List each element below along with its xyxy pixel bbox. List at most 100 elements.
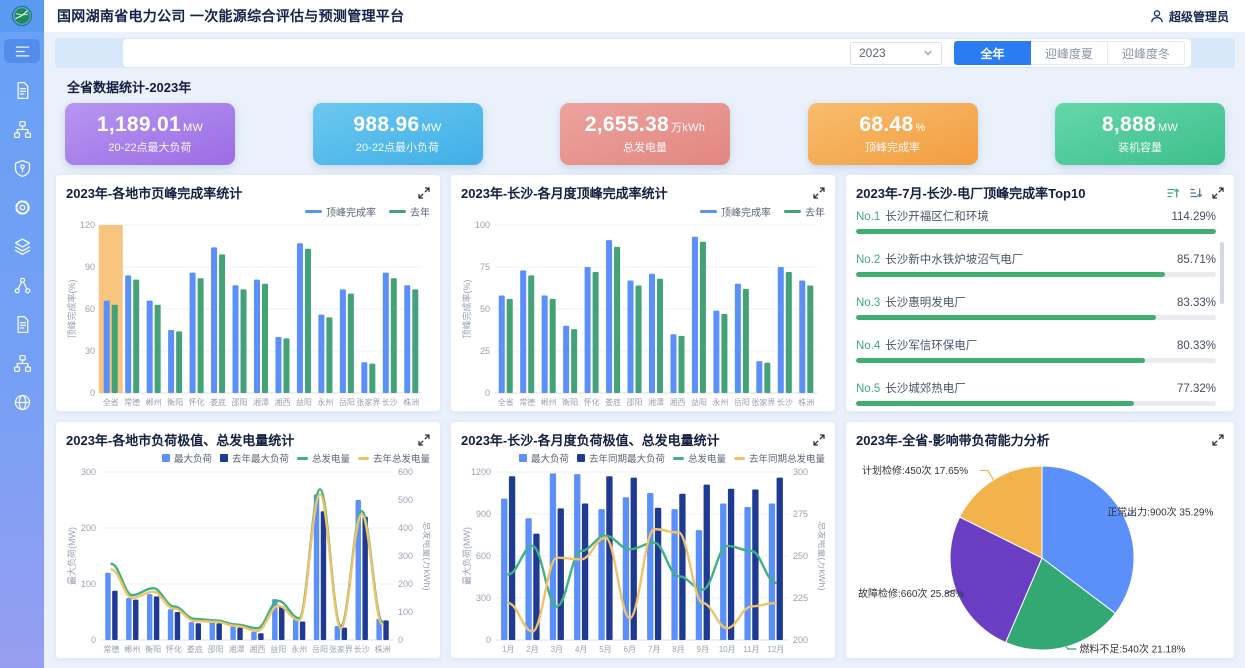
legend-item[interactable]: 去年同期总发电量 [733,451,825,465]
plant-name: 长沙军信环保电厂 [885,340,978,352]
legend-label: 最大负荷 [530,454,569,465]
panel-title: 2023年-全省-影响带负荷能力分析 [856,433,1050,448]
svg-text:50: 50 [480,304,490,314]
charts-row-top: 2023年-各地市页峰完成率统计 顶峰完成率 去年 0 30 60 90 120 顶峰完成率… [55,174,1235,412]
svg-text:10月: 10月 [719,645,736,654]
svg-text:娄底: 娄底 [210,397,226,407]
top10-row: No.5 长沙城郊热电厂 77.32% [856,380,1216,406]
svg-text:总发电量(万kWh): 总发电量(万kWh) [422,522,430,591]
kpi-value: 2,655.38 万kWh [584,113,706,137]
svg-text:0: 0 [90,388,95,398]
expand-icon[interactable] [418,186,430,199]
svg-text:75: 75 [480,262,490,272]
sort-descending-icon[interactable] [1189,186,1203,200]
progress-fill [856,229,1216,234]
legend-label: 去年同期总发电量 [748,454,825,465]
period-button-summer-peak[interactable]: 迎峰度夏 [1031,41,1108,65]
expand-icon[interactable] [1212,186,1224,199]
legend-label: 总发电量 [311,454,350,465]
sidebar-item-org-chart-2[interactable] [4,351,40,375]
legend-item[interactable]: 总发电量 [672,451,726,465]
svg-text:600: 600 [398,467,413,477]
sidebar [0,0,44,668]
org-chart-icon [13,120,31,138]
legend-label: 去年 [410,207,430,219]
expand-icon[interactable] [813,433,825,446]
panel-city-load-extremes: 2023年-各地市负荷极值、总发电量统计 最大负荷 去年最大负荷 总发电量 去年总发电… [55,421,441,659]
legend-label: 顶峰完成率 [721,207,771,219]
legend-swatch [700,209,717,213]
kpi-label: 总发电量 [623,141,667,154]
plant-name: 长沙开福区仁和环境 [885,211,989,223]
legend-swatch [357,456,369,460]
legend-item[interactable]: 顶峰完成率 [305,204,376,219]
legend-item[interactable]: 最大负荷 [518,451,569,465]
expand-icon[interactable] [418,433,430,446]
svg-text:全省: 全省 [103,397,119,407]
completion-value: 80.33% [1176,340,1216,352]
sidebar-item-org-chart[interactable] [4,117,40,141]
kpi-value: 988.96 MW [353,113,442,137]
svg-text:长沙: 长沙 [354,644,370,654]
kpi-unit: MW [1157,122,1179,135]
svg-text:最大负荷(MW): 最大负荷(MW) [66,527,77,585]
legend-item[interactable]: 去年总发电量 [357,451,430,465]
panel-title: 2023年-7月-长沙-电厂顶峰完成率Top10 [856,186,1086,201]
kpi-label: 顶峰完成率 [865,141,920,154]
sidebar-item-share-nodes[interactable] [4,273,40,297]
legend-swatch [576,454,585,462]
sidebar-item-report-document[interactable] [4,312,40,336]
svg-text:郴州: 郴州 [146,398,162,407]
svg-text:湘西: 湘西 [274,397,290,407]
sidebar-item-menu[interactable] [4,39,40,63]
sidebar-item-layers[interactable] [4,234,40,258]
legend-item[interactable]: 去年最大负荷 [219,451,289,465]
svg-text:株洲: 株洲 [798,397,814,407]
kpi-value: 8,888 MW [1101,113,1179,137]
chart-legend: 最大负荷 去年最大负荷 总发电量 去年总发电量 [66,450,430,466]
legend-swatch [161,454,170,462]
top10-row: No.2 长沙新中水铁炉坡沼气电厂 85.71% [856,251,1216,277]
svg-text:100: 100 [81,579,96,589]
svg-text:怀化: 怀化 [584,397,600,407]
legend-item[interactable]: 去年同期最大负荷 [576,451,665,465]
period-button-full-year[interactable]: 全年 [954,41,1031,65]
kpi-card-2: 2,655.38 万kWh 总发电量 [560,103,730,165]
svg-text:怀化: 怀化 [166,644,182,654]
legend-item[interactable]: 总发电量 [296,451,350,465]
page-title: 国网湖南省电力公司 一次能源综合评估与预测管理平台 [57,8,405,24]
svg-text:郴州: 郴州 [541,398,557,407]
svg-text:30: 30 [85,346,95,356]
legend-swatch [305,209,322,213]
legend-item[interactable]: 顶峰完成率 [700,204,771,219]
city-peak-completion-chart: 0 30 60 90 120 顶峰完成率(%) 全省 常德 郴州 衡阳 怀化 娄底 邵阳 湘潭 湘西 益阳 永州… [66,219,430,408]
sidebar-item-settings-gear[interactable] [4,195,40,219]
user-menu[interactable]: 超级管理员 [1150,8,1229,25]
legend-swatch [672,456,684,460]
expand-icon[interactable] [813,186,825,199]
panel-title: 2023年-各地市页峰完成率统计 [66,186,243,201]
kpi-card-4: 8,888 MW 装机容量 [1055,103,1225,165]
progress-fill [856,401,1135,406]
panel-changsha-monthly-peak: 2023年-长沙-各月度顶峰完成率统计 顶峰完成率 去年 0 25 50 75 100 顶峰… [450,174,836,412]
legend-item[interactable]: 去年 [784,204,825,219]
sidebar-item-document[interactable] [4,78,40,102]
legend-item[interactable]: 去年 [389,204,430,219]
panel-impact-load-capacity: 2023年-全省-影响带负荷能力分析 正常出力:900次 35.29% 燃料不足:… [845,421,1235,659]
scrollbar-thumb[interactable] [1220,242,1224,304]
svg-text:100: 100 [398,607,413,617]
header: 国网湖南省电力公司 一次能源综合评估与预测管理平台 超级管理员 [44,0,1245,32]
legend-label: 最大负荷 [173,454,212,465]
svg-text:总发电量(万kWh): 总发电量(万kWh) [817,522,825,591]
svg-text:岳阳: 岳阳 [734,397,750,407]
expand-icon[interactable] [1212,433,1224,446]
year-select[interactable]: 2023 [850,41,942,65]
sort-ascending-icon[interactable] [1166,186,1180,200]
sidebar-item-shield-key[interactable] [4,156,40,180]
period-button-winter-peak[interactable]: 迎峰度冬 [1108,41,1185,65]
svg-text:怀化: 怀化 [189,397,205,407]
legend-item[interactable]: 最大负荷 [161,451,212,465]
completion-value: 77.32% [1176,383,1216,395]
svg-text:岳阳: 岳阳 [339,397,355,407]
sidebar-item-globe[interactable] [4,390,40,414]
